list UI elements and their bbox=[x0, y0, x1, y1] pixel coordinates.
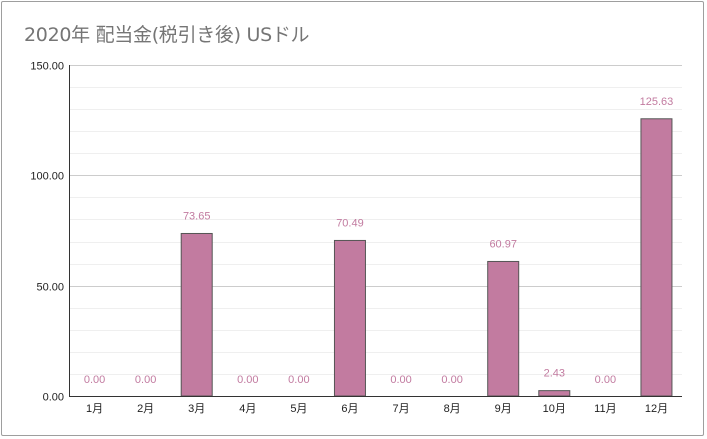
data-label: 0.00 bbox=[237, 374, 258, 386]
x-tick-label: 4月 bbox=[239, 403, 256, 415]
x-tick-label: 5月 bbox=[290, 403, 307, 415]
data-label: 73.65 bbox=[183, 210, 211, 222]
data-label: 0.00 bbox=[135, 374, 156, 386]
x-tick-label: 7月 bbox=[392, 403, 409, 415]
data-label: 0.00 bbox=[595, 374, 616, 386]
x-tick-label: 12月 bbox=[645, 403, 668, 415]
bar bbox=[640, 118, 673, 397]
data-label: 0.00 bbox=[84, 374, 105, 386]
x-tick-label: 2月 bbox=[137, 403, 154, 415]
data-label: 0.00 bbox=[441, 374, 462, 386]
x-tick-label: 6月 bbox=[341, 403, 358, 415]
data-label: 2.43 bbox=[544, 368, 565, 380]
data-label: 125.63 bbox=[640, 96, 674, 108]
data-label: 0.00 bbox=[288, 374, 309, 386]
bar bbox=[333, 239, 366, 397]
y-tick-label: 150.00 bbox=[30, 61, 64, 73]
data-label: 70.49 bbox=[336, 217, 364, 229]
y-tick-label: 0.00 bbox=[43, 392, 64, 404]
data-label: 60.97 bbox=[489, 238, 517, 250]
y-tick-label: 50.00 bbox=[36, 282, 64, 294]
x-tick-label: 3月 bbox=[188, 403, 205, 415]
y-tick-label: 100.00 bbox=[30, 171, 64, 183]
bar bbox=[487, 260, 520, 397]
x-tick-label: 8月 bbox=[444, 403, 461, 415]
data-label: 0.00 bbox=[390, 374, 411, 386]
x-tick-label: 1月 bbox=[86, 403, 103, 415]
x-tick-label: 9月 bbox=[495, 403, 512, 415]
x-tick-label: 11月 bbox=[594, 403, 616, 415]
x-tick-label: 10月 bbox=[543, 403, 566, 415]
chart-title: 2020年 配当金(税引き後) USドル bbox=[24, 24, 310, 46]
bar bbox=[180, 232, 213, 397]
bar bbox=[538, 390, 571, 397]
